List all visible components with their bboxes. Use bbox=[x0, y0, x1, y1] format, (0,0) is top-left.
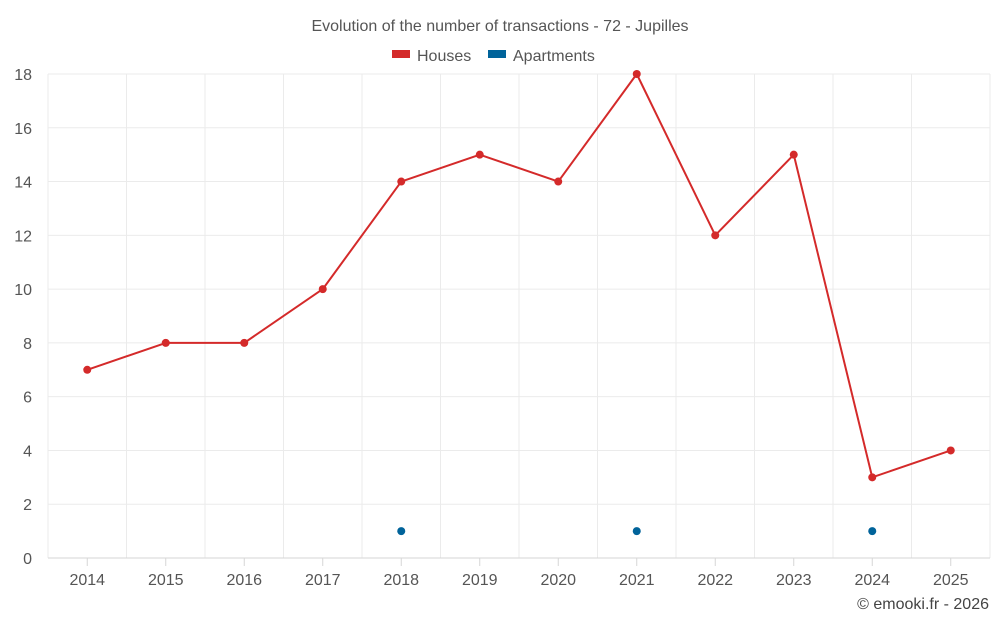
x-tick-label: 2018 bbox=[383, 572, 419, 589]
y-axis-ticks: 0 2 4 6 8 10 12 14 16 18 bbox=[14, 67, 32, 568]
series-line-houses bbox=[86, 73, 952, 479]
x-tick-label: 2017 bbox=[305, 572, 341, 589]
x-axis-ticks: 2014 2015 2016 2017 2018 2019 2020 2021 2022 2023… bbox=[69, 572, 968, 589]
y-tick-label: 16 bbox=[14, 121, 32, 138]
legend: Houses Apartments bbox=[392, 48, 595, 65]
legend-label-houses: Houses bbox=[417, 48, 471, 65]
x-tick-label: 2024 bbox=[854, 572, 890, 589]
legend-swatch-apartments bbox=[488, 50, 506, 58]
data-point-houses[interactable] bbox=[789, 150, 798, 159]
legend-swatch-houses bbox=[392, 50, 410, 58]
y-tick-label: 12 bbox=[14, 228, 32, 245]
y-tick-label: 6 bbox=[23, 390, 32, 407]
data-point-houses[interactable] bbox=[475, 150, 484, 159]
data-point-houses[interactable] bbox=[946, 446, 955, 455]
data-point-apartments[interactable] bbox=[632, 527, 641, 536]
chart-title: Evolution of the number of transactions … bbox=[311, 18, 688, 35]
data-point-houses[interactable] bbox=[397, 177, 406, 186]
x-tick-label: 2023 bbox=[776, 572, 812, 589]
legend-label-apartments: Apartments bbox=[513, 48, 595, 65]
data-point-apartments[interactable] bbox=[868, 527, 877, 536]
data-point-houses[interactable] bbox=[632, 70, 641, 78]
x-tick-label: 2014 bbox=[69, 572, 105, 589]
data-point-houses[interactable] bbox=[868, 473, 877, 482]
legend-item-apartments[interactable]: Apartments bbox=[488, 48, 595, 65]
x-tick-label: 2021 bbox=[619, 572, 655, 589]
y-tick-label: 0 bbox=[23, 551, 32, 568]
data-point-apartments[interactable] bbox=[397, 527, 406, 536]
data-point-houses[interactable] bbox=[318, 285, 327, 294]
data-point-houses[interactable] bbox=[240, 338, 249, 347]
data-point-houses[interactable] bbox=[554, 177, 563, 186]
data-point-houses[interactable] bbox=[161, 338, 170, 347]
y-tick-label: 10 bbox=[14, 282, 32, 299]
x-tick-label: 2016 bbox=[226, 572, 262, 589]
y-tick-label: 2 bbox=[23, 497, 32, 514]
y-tick-label: 8 bbox=[23, 336, 32, 353]
data-point-houses[interactable] bbox=[83, 365, 92, 374]
y-tick-label: 18 bbox=[14, 67, 32, 84]
y-tick-label: 14 bbox=[14, 175, 32, 192]
x-tick-label: 2015 bbox=[148, 572, 184, 589]
grid bbox=[47, 73, 991, 558]
x-tick-label: 2019 bbox=[462, 572, 498, 589]
x-tick-label: 2022 bbox=[697, 572, 733, 589]
x-tick-label: 2025 bbox=[933, 572, 969, 589]
axes bbox=[48, 557, 990, 566]
series bbox=[83, 70, 955, 536]
y-tick-label: 4 bbox=[23, 443, 32, 460]
credit-text: © emooki.fr - 2026 bbox=[857, 596, 989, 613]
legend-item-houses[interactable]: Houses bbox=[392, 48, 471, 65]
data-point-houses[interactable] bbox=[711, 231, 720, 240]
x-tick-label: 2020 bbox=[540, 572, 576, 589]
